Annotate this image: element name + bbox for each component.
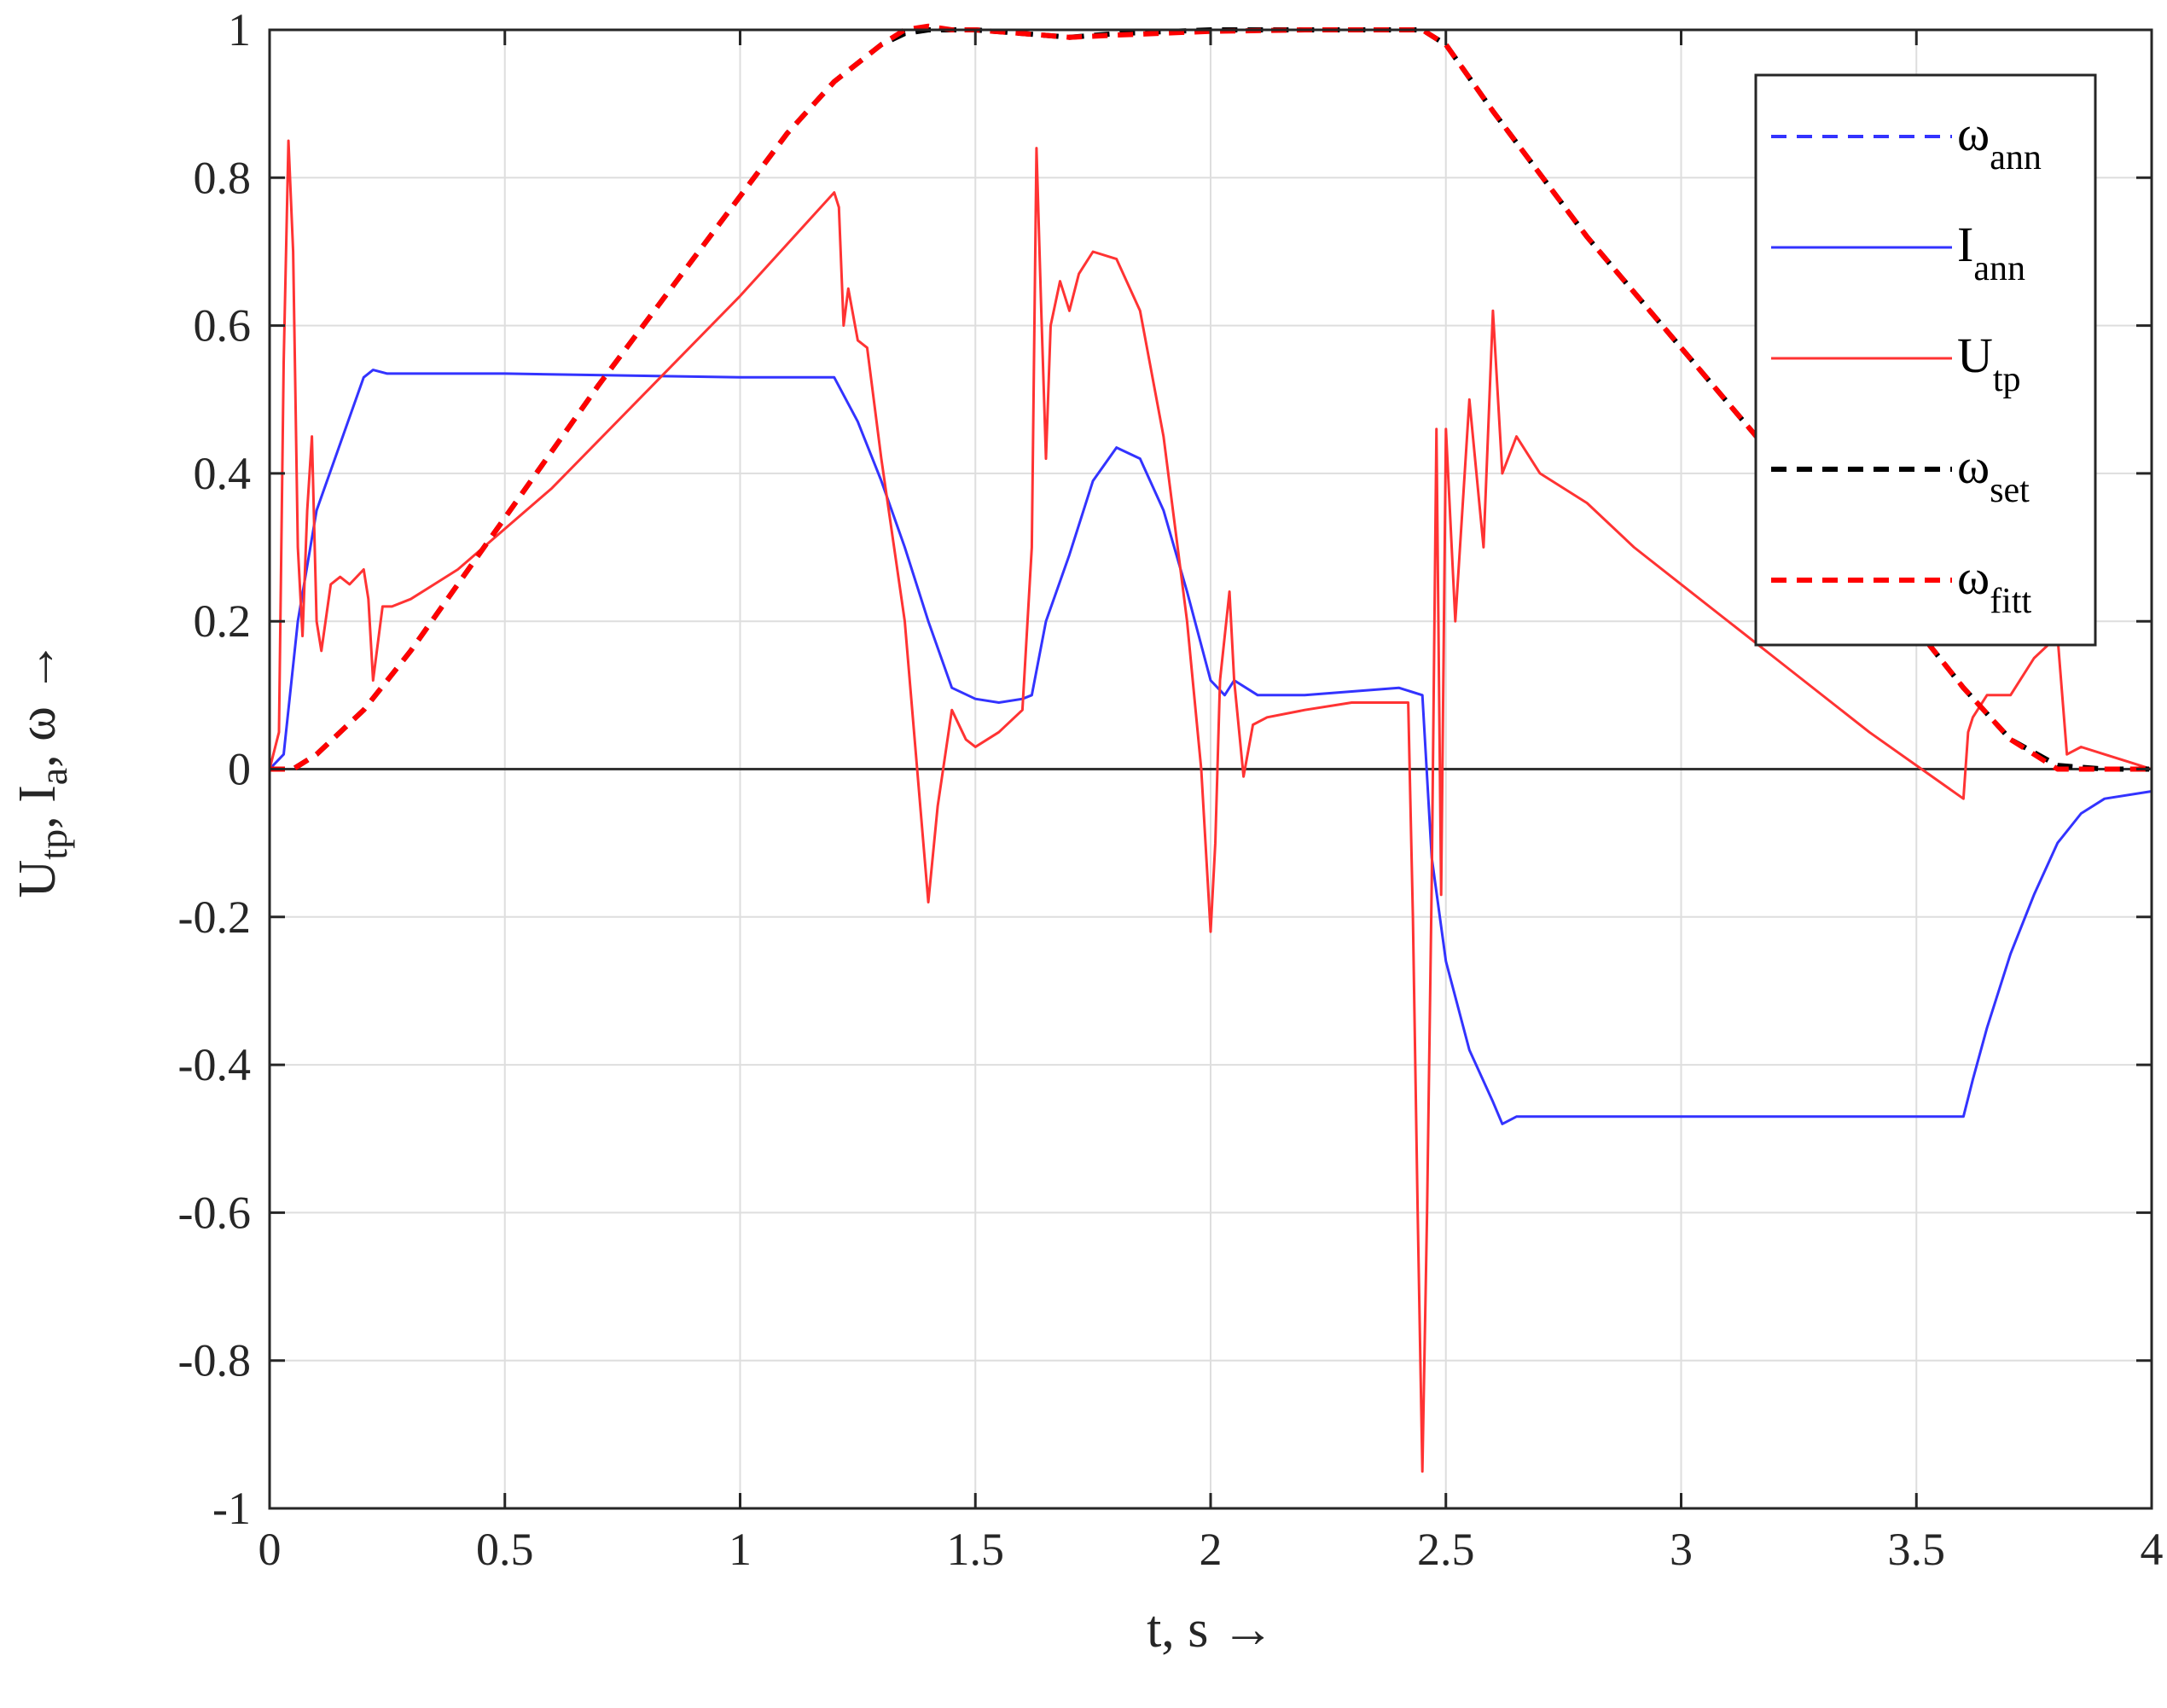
series-line-U_tp xyxy=(268,139,2152,1473)
x-tick-label: 2 xyxy=(1200,1524,1223,1575)
x-tick-label: 1 xyxy=(729,1524,752,1575)
x-tick-label: 1.5 xyxy=(947,1524,1005,1575)
y-tick-label: -0.6 xyxy=(178,1187,251,1238)
y-tick-label: -1 xyxy=(212,1483,251,1534)
x-axis-label: t, s → xyxy=(1147,1601,1275,1659)
legend: ωann Iann Utp ωset ωfitt xyxy=(1754,73,2097,647)
y-tick-label: 0.2 xyxy=(194,595,252,647)
y-tick-label: -0.4 xyxy=(178,1039,251,1090)
legend-box xyxy=(1754,73,2097,647)
legend-label-I_ann: Iann xyxy=(1957,217,2025,288)
x-tick-label: 4 xyxy=(2141,1524,2164,1575)
x-tick-label: 2.5 xyxy=(1417,1524,1475,1575)
y-tick-label: -0.2 xyxy=(178,892,251,943)
y-tick-labels: -1 -0.8 -0.6 -0.4 -0.2 0 0.2 0.4 0.6 0.8 1 xyxy=(178,4,251,1534)
y-tick-label: -0.8 xyxy=(178,1335,251,1386)
y-axis-label-text: Utp, Ia, ω → xyxy=(9,641,75,898)
x-tick-label: 0 xyxy=(259,1524,282,1575)
y-tick-label: 0.4 xyxy=(194,448,252,499)
x-tick-label: 0.5 xyxy=(476,1524,534,1575)
x-tick-label: 3 xyxy=(1670,1524,1693,1575)
legend-label-omega_set: ωset xyxy=(1957,439,2030,510)
y-tick-label: 0.8 xyxy=(194,152,252,203)
x-tick-labels: 0 0.5 1 1.5 2 2.5 3 3.5 4 xyxy=(259,1524,2164,1575)
y-tick-label: 1 xyxy=(228,4,251,55)
legend-label-U_tp: Utp xyxy=(1957,328,2021,399)
legend-label-omega_fitt: ωfitt xyxy=(1957,549,2032,621)
axis-ticks xyxy=(268,28,2153,1510)
y-tick-label: 0 xyxy=(228,744,251,795)
legend-label-omega_ann: ωann xyxy=(1957,106,2042,177)
series-line-I_ann xyxy=(268,369,2152,1125)
y-tick-label: 0.6 xyxy=(194,300,252,351)
x-tick-label: 3.5 xyxy=(1888,1524,1946,1575)
y-axis-label: Utp, Ia, ω → xyxy=(9,641,75,898)
